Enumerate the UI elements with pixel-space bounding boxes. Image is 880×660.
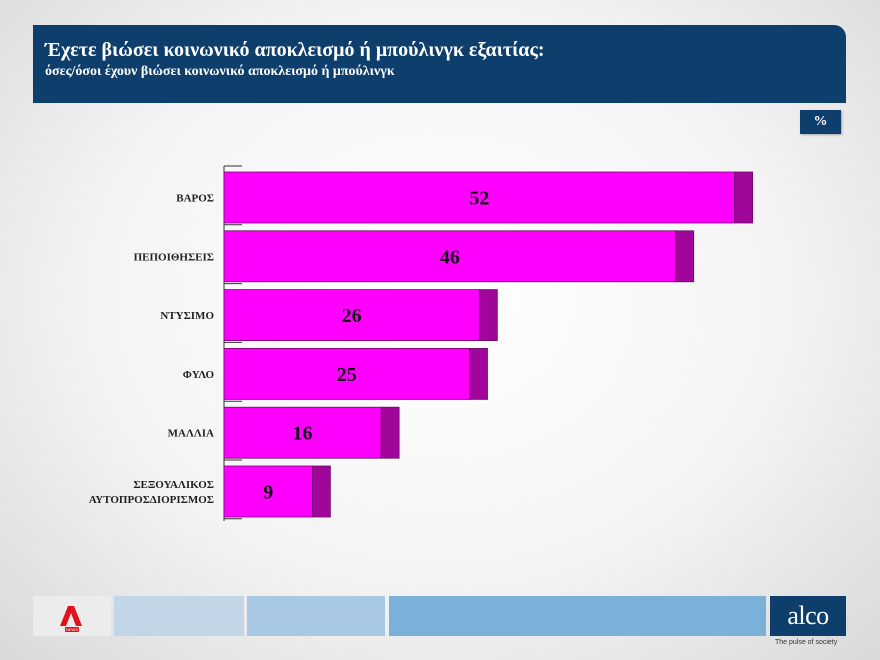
footer-strip-1 (114, 596, 244, 636)
category-label-6-line-2: ΑΥΤΟΠΡΟΣΔΙΟΡΙΣΜΟΣ (89, 494, 214, 506)
bar-side-6 (311, 465, 331, 518)
data-label-3: 26 (342, 305, 362, 327)
alco-tagline: The pulse of society (775, 639, 838, 646)
bar-5 (223, 406, 382, 459)
header-banner: Έχετε βιώσει κοινωνικό αποκλεισμό ή μπού… (33, 25, 846, 103)
bar-2 (223, 230, 677, 283)
bar-3 (223, 289, 480, 342)
bar-6 (223, 465, 313, 518)
unit-badge: % (800, 110, 841, 134)
data-label-5: 16 (293, 423, 313, 445)
footer-strip-3 (389, 596, 766, 636)
category-label-2: ΠΕΠΟΙΘΗΣΕΙΣ (134, 251, 214, 263)
data-label-2: 46 (440, 246, 460, 268)
bar-side-5 (380, 406, 400, 459)
bar-side-4 (469, 347, 488, 400)
category-label-1: ΒΑΡΟΣ (176, 193, 214, 205)
bar-side-2 (675, 230, 695, 283)
data-label-6: 9 (263, 482, 273, 504)
chart-subtitle: όσες/όσοι έχουν βιώσει κοινωνικό αποκλει… (45, 64, 395, 79)
bar-4 (223, 347, 470, 400)
bar-1 (223, 171, 736, 224)
news-logo-text: NEWS (66, 627, 78, 632)
bar-side-3 (478, 289, 498, 342)
chart-title: Έχετε βιώσει κοινωνικό αποκλεισμό ή μπού… (45, 39, 545, 61)
category-label-4: ΦΥΛΟ (183, 369, 215, 381)
data-label-4: 25 (337, 364, 357, 386)
news-logo-icon: NEWS (60, 606, 82, 632)
category-label-3: ΝΤΥΣΙΜΟ (160, 310, 214, 322)
alco-logo: alco (770, 596, 846, 636)
category-label-6-line-1: ΣΕΞΟΥΑΛΙΚΟΣ (133, 479, 214, 491)
footer-strip-2 (247, 596, 385, 636)
category-label-5: ΜΑΛΛΙΑ (168, 428, 214, 440)
bar-side-1 (734, 171, 754, 224)
data-label-1: 52 (469, 188, 489, 210)
news-logo: NEWS (33, 596, 111, 636)
